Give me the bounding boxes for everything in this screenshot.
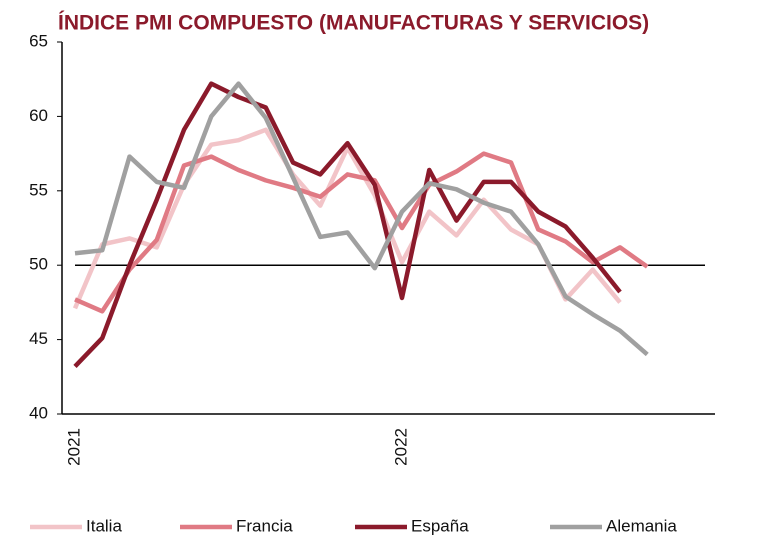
y-tick-label: 65	[29, 31, 48, 50]
y-tick-label: 60	[29, 106, 48, 125]
y-tick-label: 50	[29, 255, 48, 274]
series-line	[74, 81, 649, 357]
legend-label: Francia	[236, 516, 293, 535]
series-line	[72, 127, 622, 310]
y-tick-label: 45	[29, 329, 48, 348]
x-tick-label: 2022	[391, 428, 410, 466]
legend-label: España	[411, 516, 469, 535]
y-tick-label: 55	[29, 180, 48, 199]
legend-label: Italia	[86, 516, 122, 535]
legend-label: Alemania	[606, 516, 677, 535]
chart-title: ÍNDICE PMI COMPUESTO (MANUFACTURAS Y SER…	[58, 12, 649, 35]
x-tick-label: 2021	[64, 428, 83, 466]
series-line	[74, 151, 649, 314]
series-line	[73, 81, 622, 368]
y-tick-label: 40	[29, 403, 48, 422]
